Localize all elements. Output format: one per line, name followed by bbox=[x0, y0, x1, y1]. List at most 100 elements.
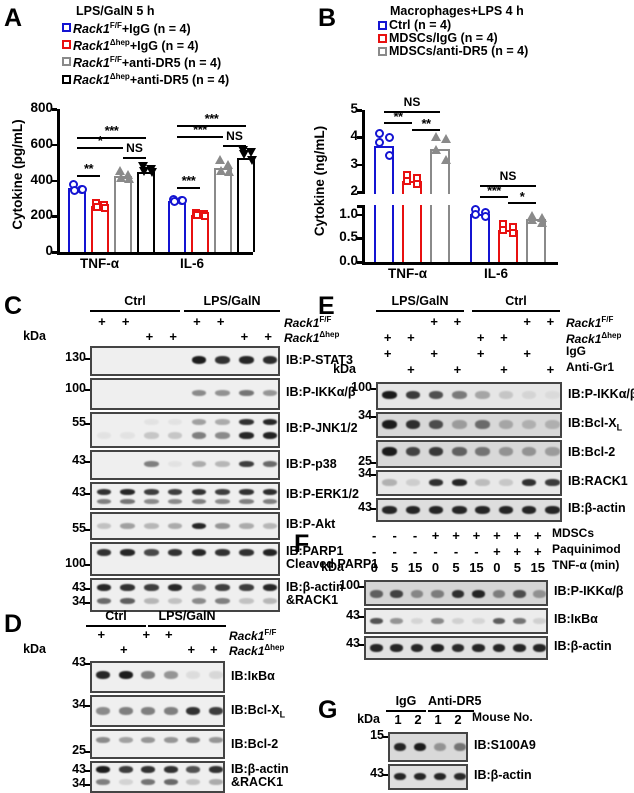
band bbox=[239, 390, 254, 396]
lane-mark: 5 bbox=[452, 560, 460, 575]
data-point bbox=[470, 210, 480, 219]
group-label: Ctrl bbox=[124, 294, 146, 308]
band bbox=[498, 447, 514, 456]
band bbox=[141, 737, 156, 743]
data-point bbox=[114, 166, 125, 176]
kda-tick bbox=[85, 663, 90, 665]
band bbox=[208, 779, 223, 785]
significance-label: *** bbox=[181, 172, 196, 188]
band bbox=[433, 743, 447, 751]
band bbox=[215, 432, 230, 439]
legend-item: Ctrl (n = 4) bbox=[378, 19, 528, 32]
band bbox=[96, 707, 111, 715]
ib-label: IB:P-ERK1/2 bbox=[286, 487, 359, 501]
band bbox=[498, 420, 514, 429]
band bbox=[405, 420, 421, 429]
band bbox=[262, 584, 278, 591]
lane-mark: + bbox=[169, 329, 177, 344]
lane-mark: 1 bbox=[394, 712, 402, 727]
kda-tick bbox=[85, 389, 90, 391]
band bbox=[215, 598, 230, 604]
data-point bbox=[238, 150, 249, 160]
blot-box bbox=[90, 378, 280, 410]
kda-marker: 43 bbox=[72, 580, 86, 594]
lane-mark: 0 bbox=[493, 560, 501, 575]
lane-row-label: MDSCs bbox=[552, 526, 595, 540]
blot-box bbox=[90, 695, 225, 727]
significance-bar bbox=[384, 122, 412, 125]
kda-header: kDa bbox=[333, 362, 356, 376]
band bbox=[492, 590, 506, 598]
kda-marker: 100 bbox=[65, 556, 86, 570]
data-point bbox=[440, 154, 451, 164]
y-axis-lower bbox=[362, 205, 365, 264]
band bbox=[512, 644, 526, 652]
band bbox=[410, 618, 424, 624]
band bbox=[262, 432, 278, 439]
panel-c-blots: Ctrl LPS/GalN + + + + Rack1F/F + + + + Rack1Δhep 130… bbox=[0, 290, 378, 612]
panel-a-chart: 0 200 400 600 800 Cytokine (pg/mL) TNF-α IL-6 **… bbox=[0, 0, 300, 290]
kda-marker: 43 bbox=[72, 655, 86, 669]
lane-mark: + bbox=[453, 314, 462, 329]
significance-bar bbox=[77, 147, 123, 150]
band bbox=[191, 499, 207, 504]
lane-mark: 15 bbox=[469, 560, 484, 575]
lane-mark: + bbox=[209, 642, 218, 657]
group-rule bbox=[148, 625, 226, 627]
kda-header: kDa bbox=[357, 712, 380, 726]
band bbox=[191, 356, 207, 364]
band bbox=[163, 737, 178, 743]
blot-box bbox=[90, 412, 280, 448]
y-tick bbox=[357, 136, 362, 139]
blot-box bbox=[90, 482, 280, 510]
lane-mark: + bbox=[476, 330, 485, 345]
panel-b-legend: Ctrl (n = 4) MDSCs/IgG (n = 4) MDSCs/ant… bbox=[378, 19, 528, 58]
y-tick-label: 200 bbox=[30, 207, 53, 223]
panel-g-letter: G bbox=[318, 696, 338, 724]
band bbox=[262, 549, 278, 556]
band bbox=[451, 644, 465, 652]
band bbox=[512, 618, 526, 624]
band bbox=[167, 432, 183, 439]
band bbox=[144, 461, 159, 467]
significance-label: *** bbox=[487, 182, 501, 198]
blot-box bbox=[364, 580, 548, 606]
data-point bbox=[177, 195, 187, 205]
data-point bbox=[146, 167, 157, 177]
kda-tick bbox=[85, 602, 90, 604]
band bbox=[215, 549, 230, 556]
band bbox=[96, 779, 111, 785]
ib-label: IB:P-IKKα/β bbox=[286, 385, 356, 399]
band bbox=[215, 523, 230, 529]
band bbox=[451, 590, 465, 598]
data-point bbox=[215, 166, 226, 176]
data-point bbox=[192, 211, 201, 220]
band bbox=[410, 644, 424, 652]
ib-label: IB:Bcl-2 bbox=[231, 737, 279, 751]
significance-label: NS bbox=[226, 128, 243, 143]
band bbox=[186, 737, 201, 743]
data-point bbox=[526, 214, 537, 224]
band bbox=[239, 489, 254, 495]
lane-mark: + bbox=[493, 544, 501, 559]
ib-label: IB:β-actin bbox=[568, 501, 626, 515]
ib-label: IB:P-STAT3 bbox=[286, 353, 353, 367]
group-label: Anti-DR5 bbox=[428, 694, 482, 708]
kda-tick bbox=[371, 508, 376, 510]
data-point bbox=[430, 132, 441, 142]
band bbox=[521, 420, 537, 429]
lane-mark: + bbox=[383, 346, 392, 361]
data-point bbox=[384, 132, 394, 142]
kda-tick bbox=[371, 416, 376, 418]
band bbox=[390, 644, 403, 652]
kda-marker: 15 bbox=[370, 728, 384, 742]
band bbox=[475, 391, 490, 399]
data-point bbox=[374, 128, 384, 138]
x-tick-label: TNF-α bbox=[80, 256, 120, 271]
band bbox=[144, 598, 159, 604]
group-rule bbox=[184, 310, 280, 312]
band bbox=[96, 737, 111, 743]
kda-header: kDa bbox=[23, 329, 46, 343]
band bbox=[141, 779, 156, 785]
band bbox=[405, 506, 421, 514]
